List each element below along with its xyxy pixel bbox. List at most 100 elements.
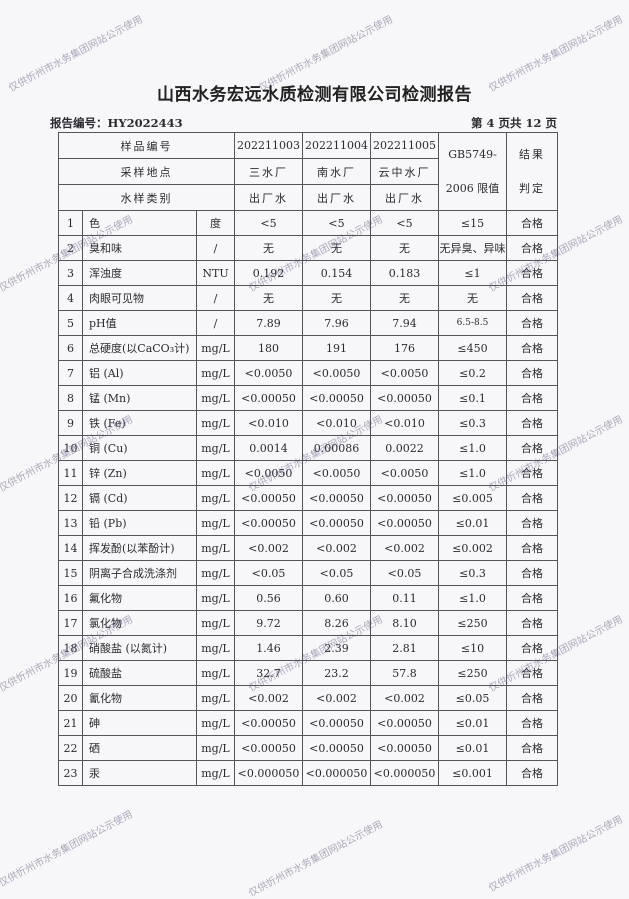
result: 合格 <box>506 485 558 511</box>
unit: mg/L <box>196 610 235 636</box>
value-sample-2: 0.60 <box>302 585 371 611</box>
limit: ≤450 <box>438 335 507 361</box>
unit: mg/L <box>196 585 235 611</box>
value-sample-3: 0.183 <box>370 260 439 286</box>
sample-id: 202211003 <box>234 132 303 159</box>
unit: mg/L <box>196 635 235 661</box>
value-sample-2: 无 <box>302 285 371 311</box>
row-number: 15 <box>58 560 83 586</box>
row-number: 22 <box>58 735 83 761</box>
value-sample-3: <0.0050 <box>370 360 439 386</box>
unit: mg/L <box>196 560 235 586</box>
item-name: 硒 <box>82 735 197 761</box>
value-sample-1: <0.000050 <box>234 760 303 786</box>
limit: ≤0.001 <box>438 760 507 786</box>
table-row: 6 总硬度(以CaCO₃计) mg/L 180 191 176 ≤450 合格 <box>58 335 558 361</box>
row-number: 10 <box>58 435 83 461</box>
row-number: 11 <box>58 460 83 486</box>
value-sample-2: 23.2 <box>302 660 371 686</box>
item-name: 挥发酚(以苯酚计) <box>82 535 197 561</box>
value-sample-2: <0.0050 <box>302 460 371 486</box>
item-name: 锌 (Zn) <box>82 460 197 486</box>
row-number: 21 <box>58 710 83 736</box>
table-row: 13 铅 (Pb) mg/L <0.00050 <0.00050 <0.00050 ≤0.0… <box>58 510 558 536</box>
result: 合格 <box>506 635 558 661</box>
result-label-1: 结果 <box>519 147 545 161</box>
unit: mg/L <box>196 710 235 736</box>
table-row: 21 砷 mg/L <0.00050 <0.00050 <0.00050 ≤0.01 合格 <box>58 710 558 736</box>
value-sample-3: 0.0022 <box>370 435 439 461</box>
row-number: 2 <box>58 235 83 261</box>
value-sample-1: 32.7 <box>234 660 303 686</box>
result-header: 结果 判定 <box>506 132 558 211</box>
value-sample-1: 1.46 <box>234 635 303 661</box>
value-sample-3: 无 <box>370 285 439 311</box>
result: 合格 <box>506 710 558 736</box>
item-name: 铁 (Fe) <box>82 410 197 436</box>
header-row-type: 水样类别 出厂水 出厂水 出厂水 <box>58 184 558 211</box>
item-name: 总硬度(以CaCO₃计) <box>82 335 197 361</box>
unit: mg/L <box>196 385 235 411</box>
value-sample-1: <0.00050 <box>234 710 303 736</box>
row-number: 3 <box>58 260 83 286</box>
unit: mg/L <box>196 485 235 511</box>
sample-type: 出厂水 <box>234 184 303 211</box>
value-sample-3: <5 <box>370 210 439 236</box>
result: 合格 <box>506 360 558 386</box>
limit-label-2: 2006 限值 <box>445 181 500 195</box>
unit: mg/L <box>196 760 235 786</box>
value-sample-2: <0.00050 <box>302 485 371 511</box>
value-sample-3: 7.94 <box>370 310 439 336</box>
value-sample-3: 2.81 <box>370 635 439 661</box>
unit: mg/L <box>196 510 235 536</box>
value-sample-3: 57.8 <box>370 660 439 686</box>
unit: mg/L <box>196 435 235 461</box>
value-sample-2: <0.010 <box>302 410 371 436</box>
result: 合格 <box>506 285 558 311</box>
value-sample-3: <0.002 <box>370 685 439 711</box>
value-sample-2: 8.26 <box>302 610 371 636</box>
item-name: 砷 <box>82 710 197 736</box>
report-title: 山西水务宏远水质检测有限公司检测报告 <box>157 85 472 105</box>
row-number: 1 <box>58 210 83 236</box>
table-row: 4 肉眼可见物 / 无无无无合格 <box>58 285 558 311</box>
limit: ≤0.1 <box>438 385 507 411</box>
unit: mg/L <box>196 410 235 436</box>
table-row: 11 锌 (Zn) mg/L <0.0050 <0.0050 <0.0050 ≤1.0 合格 <box>58 460 558 486</box>
value-sample-3: <0.000050 <box>370 760 439 786</box>
unit: mg/L <box>196 460 235 486</box>
value-sample-1: <0.05 <box>234 560 303 586</box>
row-number: 8 <box>58 385 83 411</box>
table-row: 22 硒 mg/L <0.00050 <0.00050 <0.00050 ≤0.01 合格 <box>58 735 558 761</box>
limit: ≤0.2 <box>438 360 507 386</box>
value-sample-1: <0.002 <box>234 685 303 711</box>
value-sample-2: 0.154 <box>302 260 371 286</box>
table-row: 19 硫酸盐 mg/L 32.7 23.2 57.8 ≤250 合格 <box>58 660 558 686</box>
result: 合格 <box>506 610 558 636</box>
unit: mg/L <box>196 735 235 761</box>
unit: mg/L <box>196 535 235 561</box>
value-sample-2: 2.39 <box>302 635 371 661</box>
limit: ≤1 <box>438 260 507 286</box>
value-sample-2: 无 <box>302 235 371 261</box>
value-sample-2: <0.000050 <box>302 760 371 786</box>
item-name: 铜 (Cu) <box>82 435 197 461</box>
table-row: 18 硝酸盐 (以氮计) mg/L 1.46 2.39 2.81 ≤10 合格 <box>58 635 558 661</box>
result: 合格 <box>506 460 558 486</box>
watermark: 仅供忻州市水务集团网站公示使用 <box>247 819 385 899</box>
type-label: 水样类别 <box>58 184 235 211</box>
item-name: 铝 (Al) <box>82 360 197 386</box>
table-row: 12 镉 (Cd) mg/L <0.00050 <0.00050 <0.00050 ≤0.0… <box>58 485 558 511</box>
table-row: 20 氰化物 mg/L <0.002 <0.002 <0.002 ≤0.05 合格 <box>58 685 558 711</box>
result: 合格 <box>506 560 558 586</box>
value-sample-3: <0.0050 <box>370 460 439 486</box>
value-sample-1: <0.00050 <box>234 735 303 761</box>
limit: 无异臭、异味 <box>438 235 507 261</box>
limit: ≤250 <box>438 610 507 636</box>
item-name: 氰化物 <box>82 685 197 711</box>
value-sample-2: <0.00050 <box>302 710 371 736</box>
value-sample-1: 7.89 <box>234 310 303 336</box>
limit-header: GB5749- 2006 限值 <box>438 132 507 211</box>
table-row: 15 阴离子合成洗涤剂 mg/L <0.05 <0.05 <0.05 ≤0.3 合格 <box>58 560 558 586</box>
table-row: 23 汞 mg/L <0.000050 <0.000050 <0.000050 ≤0.001… <box>58 760 558 786</box>
